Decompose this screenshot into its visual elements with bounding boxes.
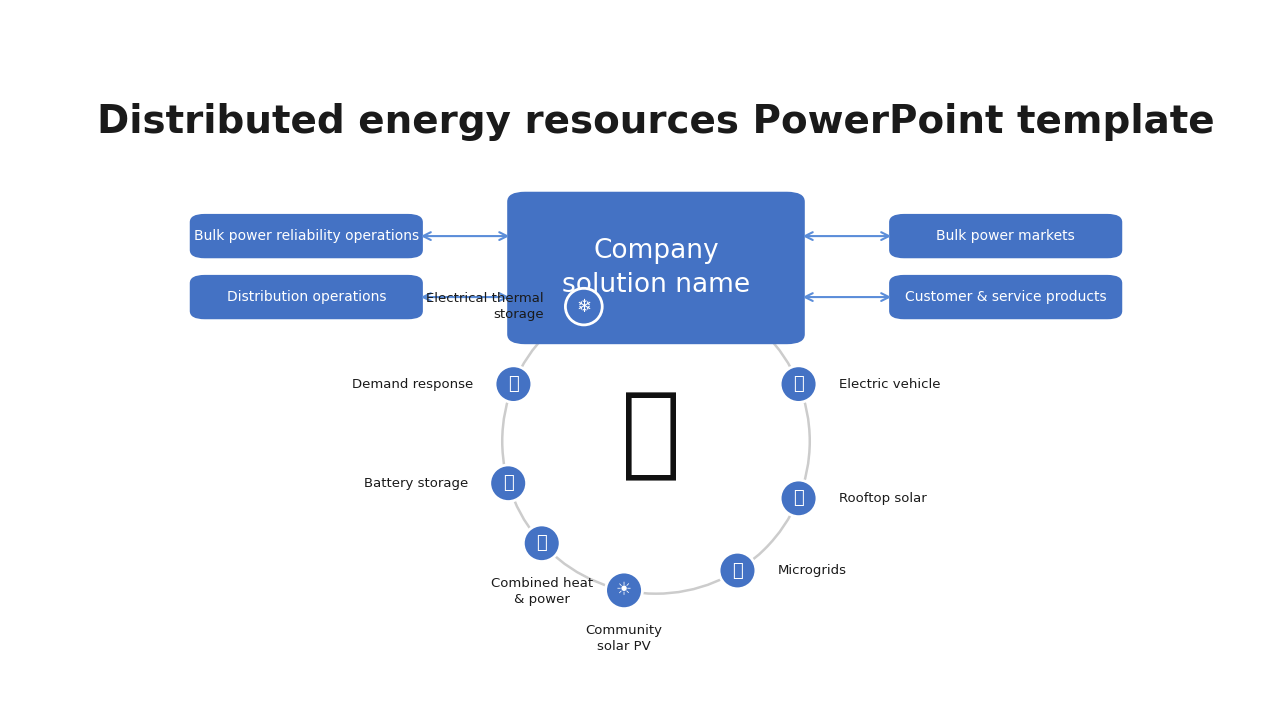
Text: Bulk power reliability operations: Bulk power reliability operations	[193, 229, 419, 243]
FancyBboxPatch shape	[890, 275, 1123, 319]
Text: Combined heat
& power: Combined heat & power	[490, 577, 593, 606]
Text: Electrical thermal
storage: Electrical thermal storage	[426, 292, 544, 321]
Text: ⬛: ⬛	[503, 474, 513, 492]
Ellipse shape	[719, 552, 756, 589]
Ellipse shape	[566, 288, 602, 325]
Text: Rooftop solar: Rooftop solar	[838, 492, 927, 505]
Text: Electric vehicle: Electric vehicle	[838, 377, 941, 391]
Text: 🏭: 🏭	[621, 387, 681, 484]
Text: Distribution operations: Distribution operations	[227, 290, 387, 304]
Ellipse shape	[490, 465, 526, 502]
Text: Customer & service products: Customer & service products	[905, 290, 1106, 304]
Text: Community
solar PV: Community solar PV	[585, 624, 663, 653]
Text: Microgrids: Microgrids	[778, 564, 846, 577]
FancyBboxPatch shape	[189, 275, 422, 319]
Ellipse shape	[780, 366, 817, 402]
Text: Demand response: Demand response	[352, 377, 474, 391]
Ellipse shape	[495, 366, 532, 402]
Text: Distributed energy resources PowerPoint template: Distributed energy resources PowerPoint …	[97, 103, 1215, 141]
FancyBboxPatch shape	[890, 214, 1123, 258]
Text: 💻: 💻	[508, 375, 518, 393]
Ellipse shape	[605, 572, 643, 608]
FancyBboxPatch shape	[189, 214, 422, 258]
Ellipse shape	[780, 480, 817, 517]
Text: Battery storage: Battery storage	[364, 477, 468, 490]
Text: 🚗: 🚗	[794, 375, 804, 393]
Text: 🏭: 🏭	[536, 534, 547, 552]
FancyBboxPatch shape	[507, 192, 805, 344]
Text: ❄: ❄	[576, 297, 591, 315]
Text: ☀: ☀	[616, 581, 632, 599]
Text: 🏘: 🏘	[732, 562, 742, 580]
Ellipse shape	[524, 525, 561, 562]
Text: Bulk power markets: Bulk power markets	[936, 229, 1075, 243]
Text: Company
solution name: Company solution name	[562, 238, 750, 298]
Text: 🏠: 🏠	[794, 490, 804, 508]
